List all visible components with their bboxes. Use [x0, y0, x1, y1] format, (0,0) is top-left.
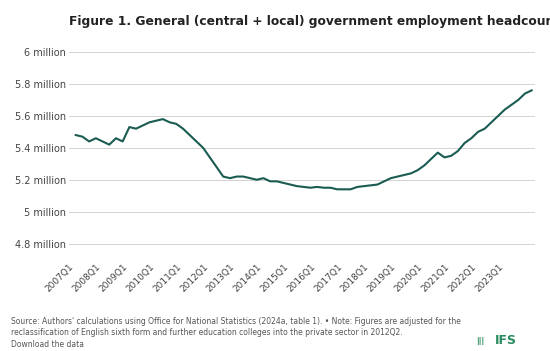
Text: Figure 1. General (central + local) government employment headcount, millions: Figure 1. General (central + local) gove…	[69, 15, 550, 28]
Text: Source: Authors' calculations using Office for National Statistics (2024a, table: Source: Authors' calculations using Offi…	[11, 317, 461, 349]
Text: lll: lll	[476, 338, 484, 347]
Text: IFS: IFS	[495, 335, 517, 347]
